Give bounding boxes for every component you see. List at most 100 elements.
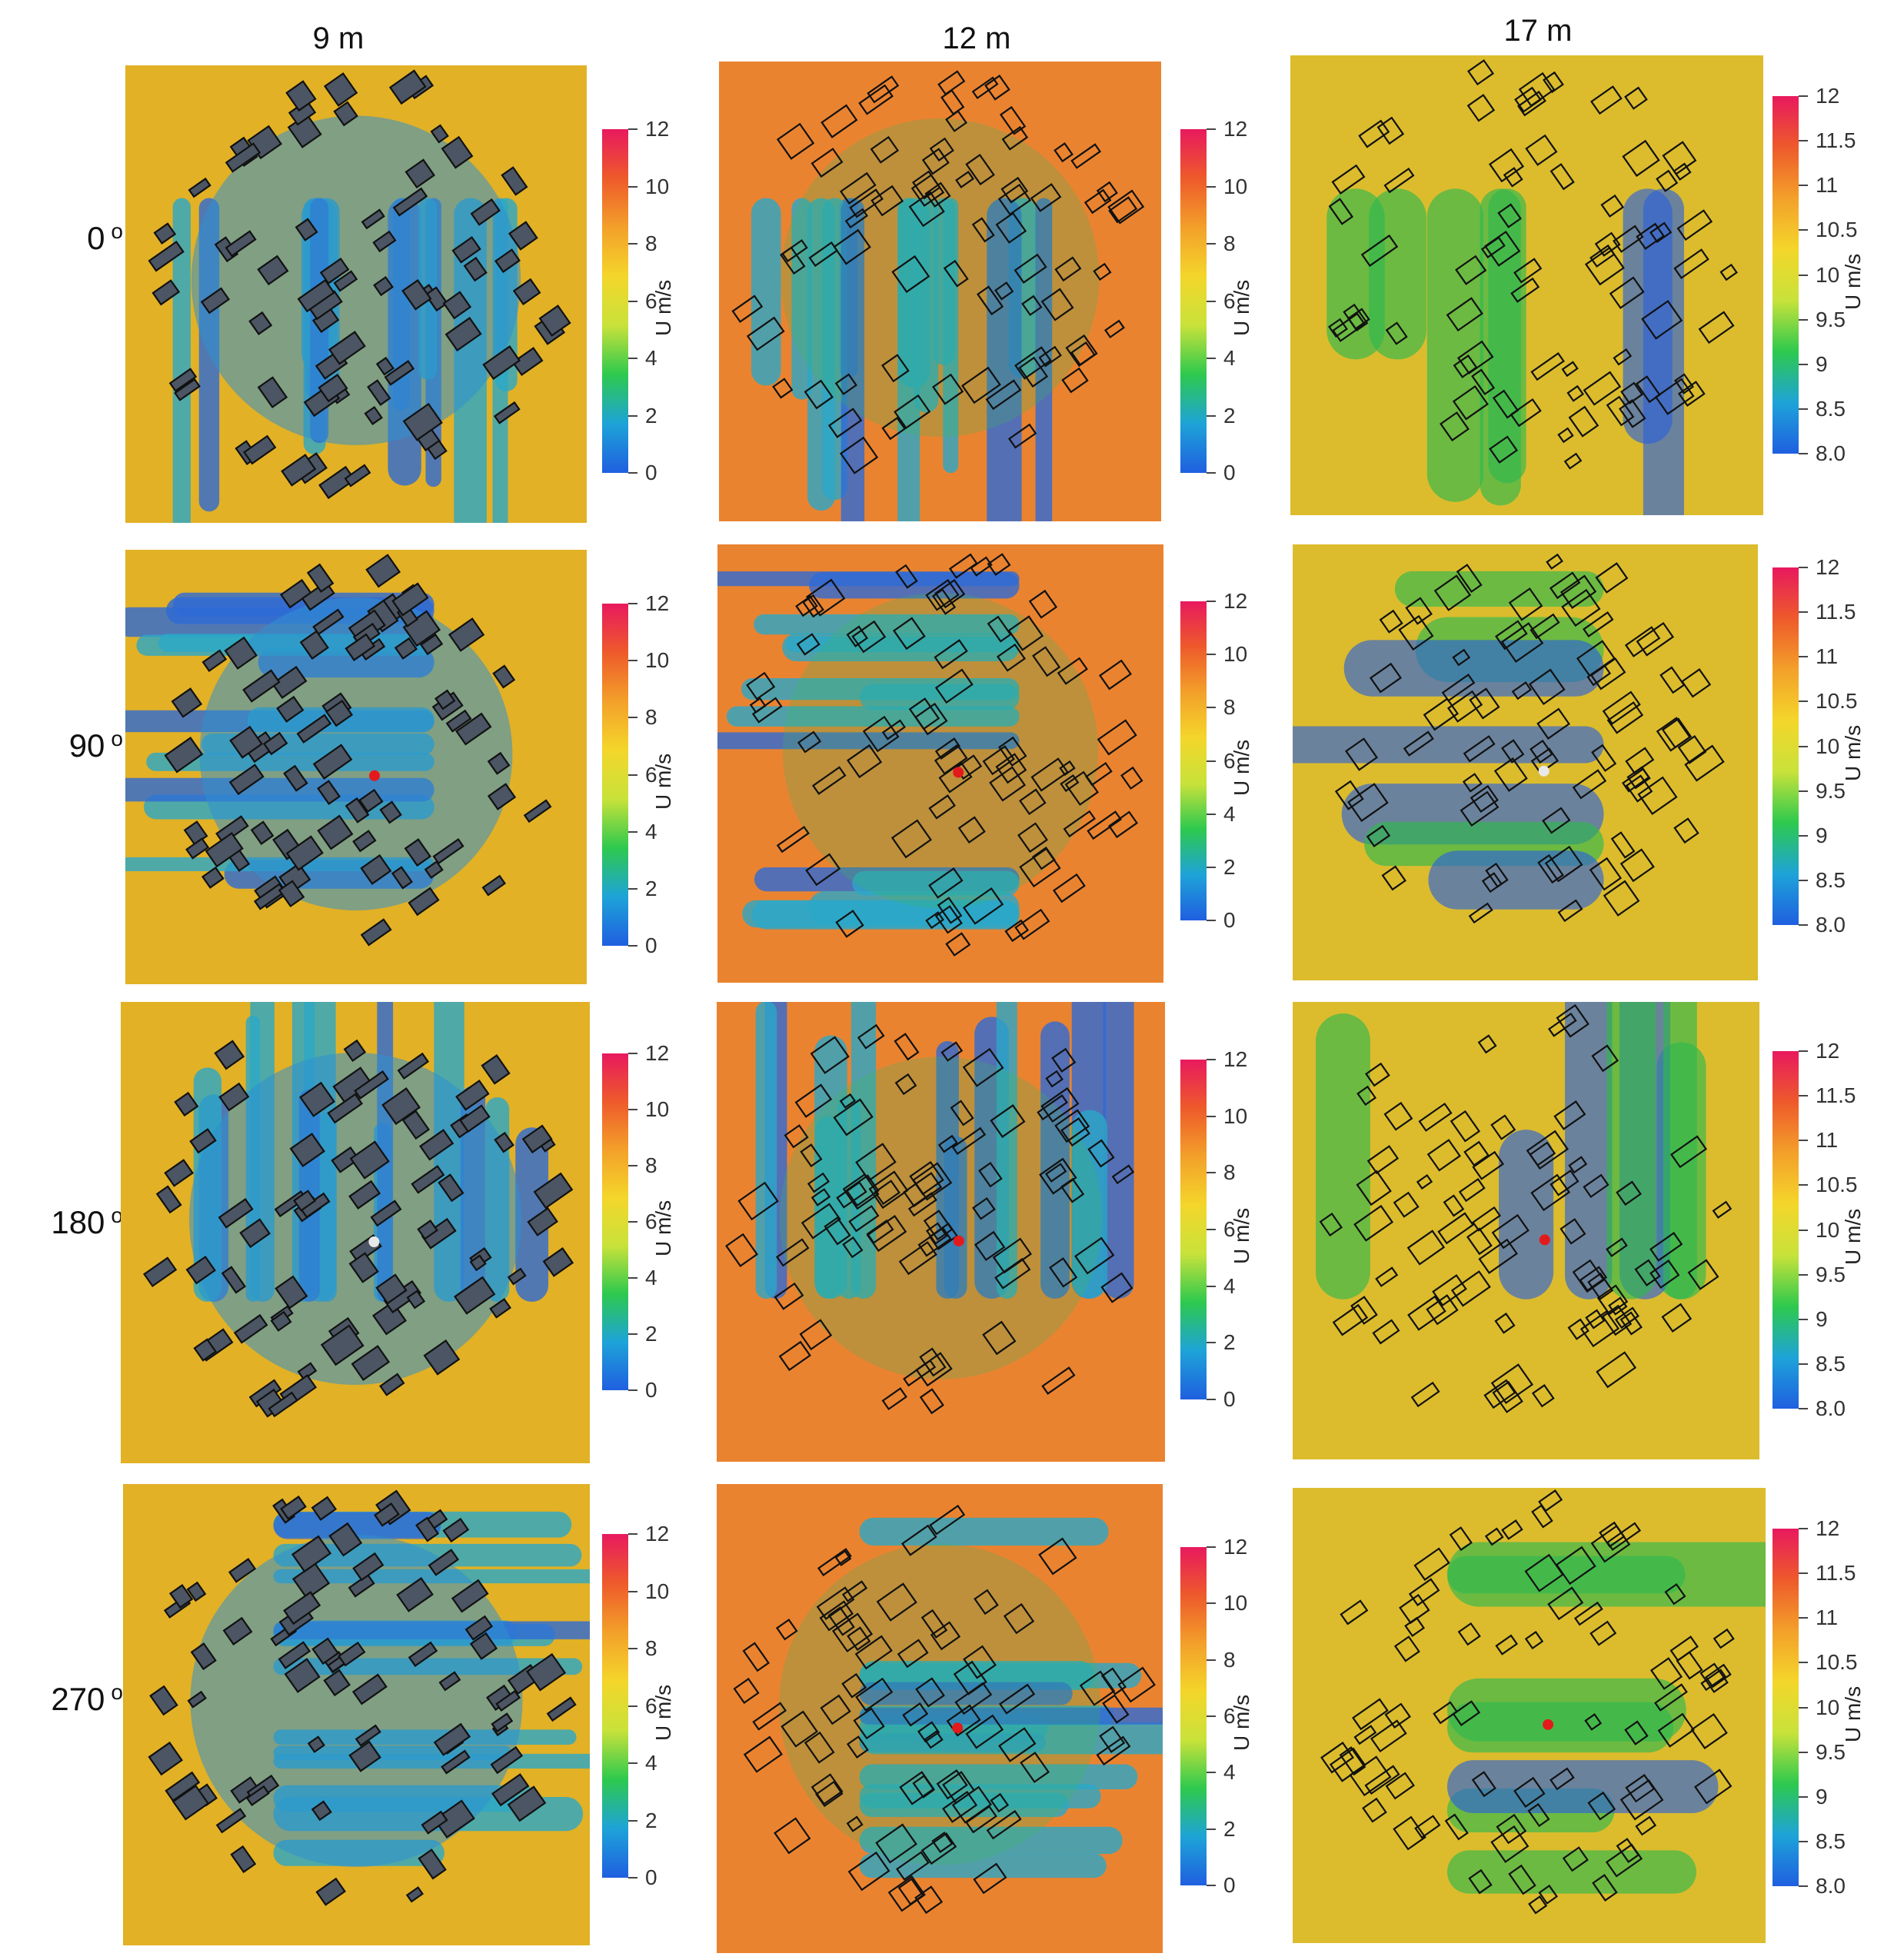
- building: [1463, 1140, 1490, 1166]
- wind-field: [1293, 544, 1758, 980]
- building: [1471, 368, 1496, 396]
- building: [895, 1851, 930, 1881]
- building: [929, 137, 954, 162]
- building: [1676, 1651, 1703, 1680]
- building: [187, 1690, 207, 1709]
- building: [827, 408, 863, 438]
- building: [1659, 666, 1686, 694]
- building: [1018, 788, 1047, 816]
- building: [810, 1036, 850, 1074]
- building: [523, 799, 552, 824]
- colorbar-tick-label: 8.5: [1816, 1829, 1846, 1853]
- colorbar: 8.0 8.5 9 9.5 10 10.5 11 11.5 12 U m/s: [1773, 84, 1903, 465]
- building: [299, 1081, 336, 1117]
- colorbar-tick-label: 8.0: [1816, 1396, 1846, 1420]
- colorbar-tick-label: 8: [1223, 1160, 1236, 1185]
- building: [1347, 783, 1389, 823]
- building: [1466, 94, 1496, 122]
- building: [1383, 167, 1415, 194]
- building: [1589, 657, 1626, 690]
- building: [1584, 246, 1625, 286]
- colorbar-tick-label: 4: [1223, 1273, 1236, 1298]
- building: [743, 1735, 783, 1773]
- building: [775, 1238, 810, 1267]
- building: [945, 110, 968, 132]
- building: [1049, 1257, 1078, 1288]
- colorbar-tick-label: 12: [1816, 84, 1840, 108]
- building: [352, 830, 377, 853]
- colorbar-tick-label: 9.5: [1816, 1262, 1846, 1286]
- building: [1661, 1303, 1693, 1333]
- building: [1497, 203, 1522, 228]
- building: [851, 620, 887, 654]
- building: [463, 256, 488, 282]
- building: [1694, 1769, 1733, 1805]
- building: [428, 1549, 460, 1576]
- building: [1416, 1173, 1433, 1190]
- colorbar-tick-label: 10: [1816, 262, 1840, 287]
- building: [940, 1041, 964, 1062]
- building: [270, 1310, 292, 1332]
- building: [148, 1741, 183, 1776]
- building: [1589, 1620, 1617, 1646]
- building: [1592, 1874, 1618, 1902]
- building: [1610, 831, 1636, 859]
- building: [1478, 1238, 1518, 1274]
- building: [1040, 1086, 1080, 1123]
- building: [1375, 1266, 1399, 1287]
- building: [1332, 1303, 1369, 1336]
- building: [781, 239, 808, 263]
- building: [1572, 769, 1607, 800]
- building: [233, 1313, 268, 1344]
- building: [1328, 318, 1348, 338]
- colorbar-label: U m/s: [651, 753, 675, 810]
- building: [1583, 1173, 1609, 1199]
- building: [348, 1180, 381, 1210]
- building: [171, 687, 203, 718]
- building: [1032, 646, 1061, 677]
- building: [489, 1297, 512, 1319]
- building: [1483, 1379, 1516, 1409]
- building: [1059, 760, 1076, 777]
- building: [1408, 1578, 1440, 1606]
- colorbar-label: U m/s: [651, 279, 675, 336]
- wind-field: [719, 62, 1161, 521]
- colorbar-gradient: [1180, 1547, 1207, 1885]
- colorbar-tick-label: 9.5: [1816, 1739, 1846, 1764]
- building: [811, 148, 844, 178]
- building: [924, 1730, 944, 1749]
- building: [1542, 807, 1571, 834]
- building: [1320, 1742, 1354, 1774]
- building: [1677, 735, 1707, 764]
- colorbar-tick-label: 8: [645, 705, 657, 730]
- building: [451, 236, 481, 264]
- building: [1538, 1884, 1559, 1905]
- colorbar-tick-label: 4: [1223, 801, 1236, 826]
- building: [1456, 340, 1494, 375]
- building: [1619, 399, 1646, 428]
- colorbar-label: U m/s: [651, 1684, 675, 1741]
- building: [278, 1641, 311, 1669]
- building: [351, 1345, 391, 1381]
- building: [155, 1185, 182, 1214]
- building: [855, 1143, 897, 1182]
- building: [1528, 1895, 1548, 1915]
- building: [1385, 321, 1408, 345]
- building: [1449, 1526, 1473, 1552]
- building: [1619, 1311, 1643, 1336]
- colorbar-tick-label: 11.5: [1816, 600, 1856, 624]
- building: [811, 766, 847, 795]
- building: [1606, 701, 1644, 734]
- building: [1381, 865, 1406, 891]
- building: [367, 379, 391, 406]
- building: [1589, 244, 1616, 268]
- building: [1624, 86, 1648, 110]
- building: [962, 1047, 1004, 1087]
- building: [1624, 626, 1661, 657]
- colorbar-tick-label: 12: [1816, 1039, 1840, 1063]
- building: [1458, 1177, 1486, 1203]
- colorbar-tick-label: 8: [645, 231, 657, 255]
- colorbar-tick-label: 2: [645, 1808, 657, 1832]
- building: [1087, 1139, 1115, 1168]
- colorbar: 8.0 8.5 9 9.5 10 10.5 11 11.5 12 U m/s: [1773, 555, 1903, 937]
